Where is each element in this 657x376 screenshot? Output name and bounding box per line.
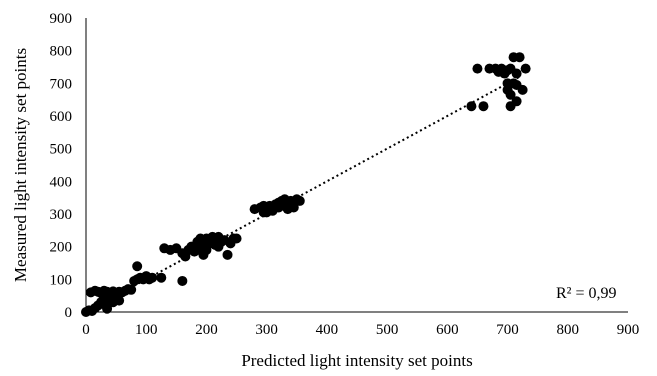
data-point	[132, 261, 143, 272]
y-tick-label: 600	[50, 109, 73, 125]
data-point	[213, 231, 224, 242]
y-tick-label: 700	[50, 76, 73, 92]
y-axis-title: Measured light intensity set points	[11, 48, 30, 282]
data-point	[517, 84, 528, 95]
axes	[85, 18, 628, 313]
x-tick-label: 800	[557, 322, 580, 338]
data-point	[505, 101, 516, 112]
y-tick-label: 800	[50, 44, 73, 60]
data-point	[288, 202, 299, 213]
x-tick-label: 400	[316, 322, 339, 338]
x-tick-label: 0	[82, 322, 90, 338]
y-tick-labels: 0 100 200 300 400 500 600 700 800 900	[50, 11, 73, 321]
data-point	[198, 241, 209, 252]
data-point	[511, 68, 522, 79]
data-point	[96, 297, 107, 308]
x-tick-label: 300	[255, 322, 278, 338]
data-point	[478, 101, 489, 112]
y-tick-label: 0	[65, 305, 73, 321]
x-tick-label: 100	[135, 322, 158, 338]
data-point	[231, 233, 242, 244]
y-tick-label: 100	[50, 272, 73, 288]
x-tick-labels: 0 100 200 300 400 500 600 700 800 900	[82, 322, 639, 338]
data-point	[294, 195, 305, 206]
x-tick-label: 700	[496, 322, 519, 338]
data-point	[472, 63, 483, 74]
y-tick-label: 900	[50, 11, 73, 27]
data-point	[520, 63, 531, 74]
data-point	[114, 295, 125, 306]
y-tick-label: 300	[50, 207, 73, 223]
data-point	[502, 65, 513, 76]
data-point	[207, 238, 218, 249]
x-tick-label: 900	[617, 322, 640, 338]
data-point	[279, 194, 290, 205]
x-tick-label: 600	[436, 322, 459, 338]
y-tick-label: 200	[50, 240, 73, 256]
x-tick-label: 200	[195, 322, 218, 338]
data-point	[147, 272, 158, 283]
data-point	[177, 275, 188, 286]
y-tick-label: 400	[50, 174, 73, 190]
trendline	[85, 75, 521, 313]
y-tick-label: 500	[50, 142, 73, 158]
r-squared-annotation: R² = 0,99	[556, 285, 617, 302]
data-point	[222, 249, 233, 260]
data-point	[126, 284, 137, 295]
data-point	[505, 89, 516, 100]
data-points	[81, 52, 531, 317]
data-point	[102, 303, 113, 314]
data-point	[466, 101, 477, 112]
data-point	[156, 272, 167, 283]
x-tick-label: 500	[376, 322, 399, 338]
x-axis-title: Predicted light intensity set points	[241, 351, 472, 370]
data-point	[514, 52, 525, 63]
